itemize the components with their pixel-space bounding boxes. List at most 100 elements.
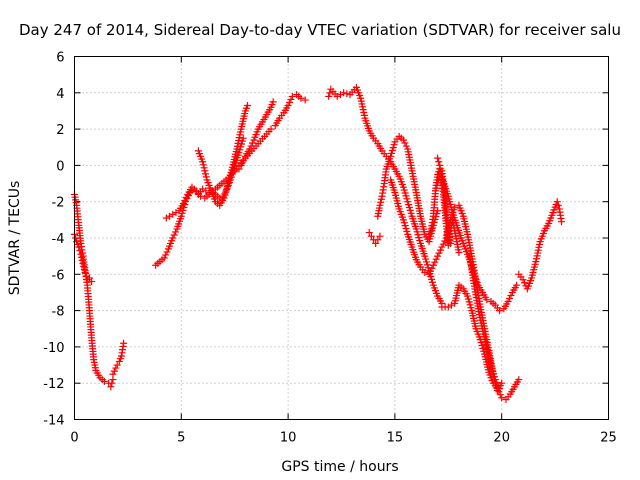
data-point <box>376 201 384 209</box>
data-point <box>435 249 443 257</box>
plot-frame <box>74 56 609 420</box>
x-tick-label: 15 <box>387 431 404 446</box>
data-point <box>287 95 295 103</box>
y-tick-label: -4 <box>52 232 65 247</box>
y-axis-label: SDTVAR / TECUs <box>7 181 23 296</box>
data-point <box>239 156 247 164</box>
data-point <box>435 158 443 166</box>
data-point <box>483 296 491 304</box>
data-point <box>75 243 83 251</box>
data-point <box>100 377 108 385</box>
data-points <box>71 83 566 404</box>
data-point <box>427 267 434 275</box>
data-point <box>438 243 446 251</box>
data-point <box>80 262 88 270</box>
data-point <box>181 196 189 204</box>
data-point <box>112 364 120 372</box>
data-point <box>496 307 504 315</box>
axis-tick-labels: 0 5 10 15 20 25 -14 -12 -10 -8 -6 -4 -2 0 2 4 6 <box>43 51 617 446</box>
data-point <box>343 90 351 98</box>
data-point <box>372 239 380 247</box>
x-tick-label: 5 <box>177 431 185 446</box>
data-point <box>376 232 384 240</box>
data-point <box>455 249 463 257</box>
data-point <box>76 247 84 255</box>
data-point <box>494 382 502 390</box>
y-tick-label: 0 <box>56 159 64 174</box>
data-point <box>288 92 296 100</box>
data-point <box>428 264 436 272</box>
data-point <box>439 240 447 248</box>
data-point <box>377 195 385 203</box>
y-tick-label: -8 <box>52 305 65 320</box>
y-tick-label: -2 <box>52 196 65 211</box>
data-point <box>297 94 305 102</box>
data-point <box>421 268 429 276</box>
data-point <box>498 379 506 387</box>
data-point <box>202 173 210 181</box>
data-point <box>326 89 334 97</box>
data-point <box>85 274 93 282</box>
data-point <box>402 142 410 150</box>
data-point <box>425 270 433 278</box>
data-point <box>269 98 277 106</box>
data-point <box>399 136 407 144</box>
data-point <box>109 370 117 378</box>
data-point <box>493 379 501 387</box>
data-point <box>367 232 375 240</box>
data-point <box>199 161 207 169</box>
data-point <box>79 259 87 267</box>
data-point <box>515 376 523 384</box>
data-point <box>553 198 561 206</box>
data-point <box>301 96 309 104</box>
x-tick-label: 20 <box>493 431 510 446</box>
y-tick-label: 6 <box>56 51 64 66</box>
x-tick-label: 0 <box>70 431 78 446</box>
data-point <box>202 170 210 178</box>
data-point <box>520 279 528 287</box>
data-point <box>325 92 333 100</box>
data-point <box>554 201 562 209</box>
data-point <box>160 254 168 262</box>
data-point <box>434 154 442 162</box>
data-point <box>286 98 294 106</box>
data-point <box>491 376 499 384</box>
data-point <box>170 231 178 239</box>
data-point <box>431 258 439 266</box>
data-point <box>365 229 373 237</box>
data-point <box>172 209 180 217</box>
y-tick-label: -6 <box>52 268 65 283</box>
data-point <box>219 193 227 201</box>
data-point <box>72 234 80 242</box>
data-point <box>77 250 85 258</box>
data-point <box>446 239 454 247</box>
data-point <box>377 198 385 206</box>
data-point <box>506 295 514 302</box>
data-point <box>247 142 255 150</box>
y-tick-label: -14 <box>43 414 64 429</box>
data-point <box>496 385 504 393</box>
data-point <box>432 255 440 263</box>
data-point <box>199 158 207 166</box>
data-point <box>244 102 252 110</box>
data-point <box>172 228 180 236</box>
data-point <box>249 139 256 147</box>
data-point <box>504 298 512 306</box>
data-point <box>205 190 213 198</box>
data-point <box>496 391 504 399</box>
data-point <box>197 192 205 200</box>
data-point <box>444 303 452 311</box>
data-point <box>88 278 96 286</box>
data-point <box>507 291 515 299</box>
data-point <box>429 261 437 269</box>
data-point <box>235 165 243 173</box>
data-point <box>558 218 566 226</box>
data-point <box>78 256 86 264</box>
data-point <box>448 301 456 309</box>
grid <box>74 56 609 420</box>
data-point <box>120 339 128 347</box>
data-point <box>108 379 116 387</box>
y-tick-label: -10 <box>43 341 64 356</box>
data-point <box>519 276 527 284</box>
